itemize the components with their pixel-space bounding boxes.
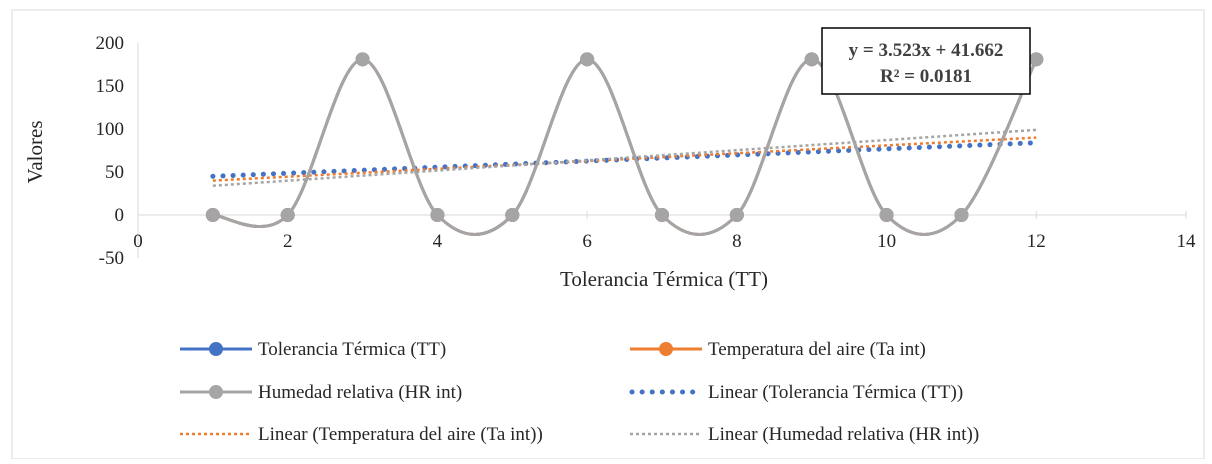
x-tick-label: 10 [877, 231, 896, 252]
y-axis-title: Valores [23, 121, 47, 184]
x-axis-title: Tolerancia Térmica (TT) [560, 267, 768, 291]
legend: Tolerancia Térmica (TT) Temperatura del a… [180, 339, 979, 445]
y-tick-label: 50 [105, 162, 124, 183]
legend-swatch-marker [209, 385, 223, 399]
equation-box [821, 27, 1031, 95]
series-3-point [280, 208, 295, 222]
y-tick-label: 200 [96, 33, 125, 54]
y-tick-label: 150 [96, 76, 125, 97]
series-3-point [355, 52, 370, 67]
series-3-point [505, 208, 520, 222]
legend-item: Linear (Tolerancia Térmica (TT)) [629, 382, 963, 403]
series-3-point [580, 52, 595, 67]
legend-item: Linear (Humedad relativa (HR int)) [630, 424, 979, 445]
equation-annotation: y = 3.523x + 41.662 R² = 0.0181 [821, 27, 1031, 95]
trend-equation: y = 3.523x + 41.662 [849, 40, 1004, 61]
series-3-point [729, 208, 744, 222]
x-tick-label: 0 [133, 231, 143, 252]
series-3-point [804, 52, 819, 67]
legend-label: Temperatura del aire (Ta int) [708, 339, 926, 360]
x-tick-label: 8 [732, 231, 742, 252]
x-tick-label: 4 [433, 231, 443, 252]
legend-item: Linear (Temperatura del aire (Ta int)) [180, 424, 543, 445]
x-tick-label: 12 [1027, 231, 1046, 252]
series-3-point [205, 208, 220, 222]
series-3-point [954, 208, 969, 222]
series-3-point [655, 208, 669, 222]
x-tick-label: 6 [582, 231, 592, 252]
legend-swatch-marker [209, 342, 223, 356]
legend-label: Humedad relativa (HR int) [258, 382, 462, 403]
legend-item: Humedad relativa (HR int) [180, 382, 462, 403]
legend-label: Linear (Temperatura del aire (Ta int)) [258, 424, 543, 445]
x-tick-label: 2 [283, 231, 293, 252]
x-tick-label: 14 [1177, 231, 1197, 252]
series-3-point [430, 208, 445, 222]
trendline-1 [210, 140, 1039, 179]
series-3-point [1029, 52, 1044, 67]
y-tick-label: 0 [115, 205, 125, 226]
trend-r-squared: R² = 0.0181 [880, 66, 972, 87]
legend-label: Tolerancia Térmica (TT) [258, 339, 446, 360]
legend-swatch-marker [659, 342, 673, 356]
legend-label: Linear (Humedad relativa (HR int)) [708, 424, 979, 445]
y-tick-label: 100 [96, 119, 125, 140]
legend-item: Temperatura del aire (Ta int) [630, 339, 926, 360]
series-3-point [879, 208, 894, 222]
legend-label: Linear (Tolerancia Térmica (TT)) [708, 382, 963, 403]
y-tick-label: -50 [99, 248, 124, 269]
legend-item: Tolerancia Térmica (TT) [180, 339, 446, 360]
